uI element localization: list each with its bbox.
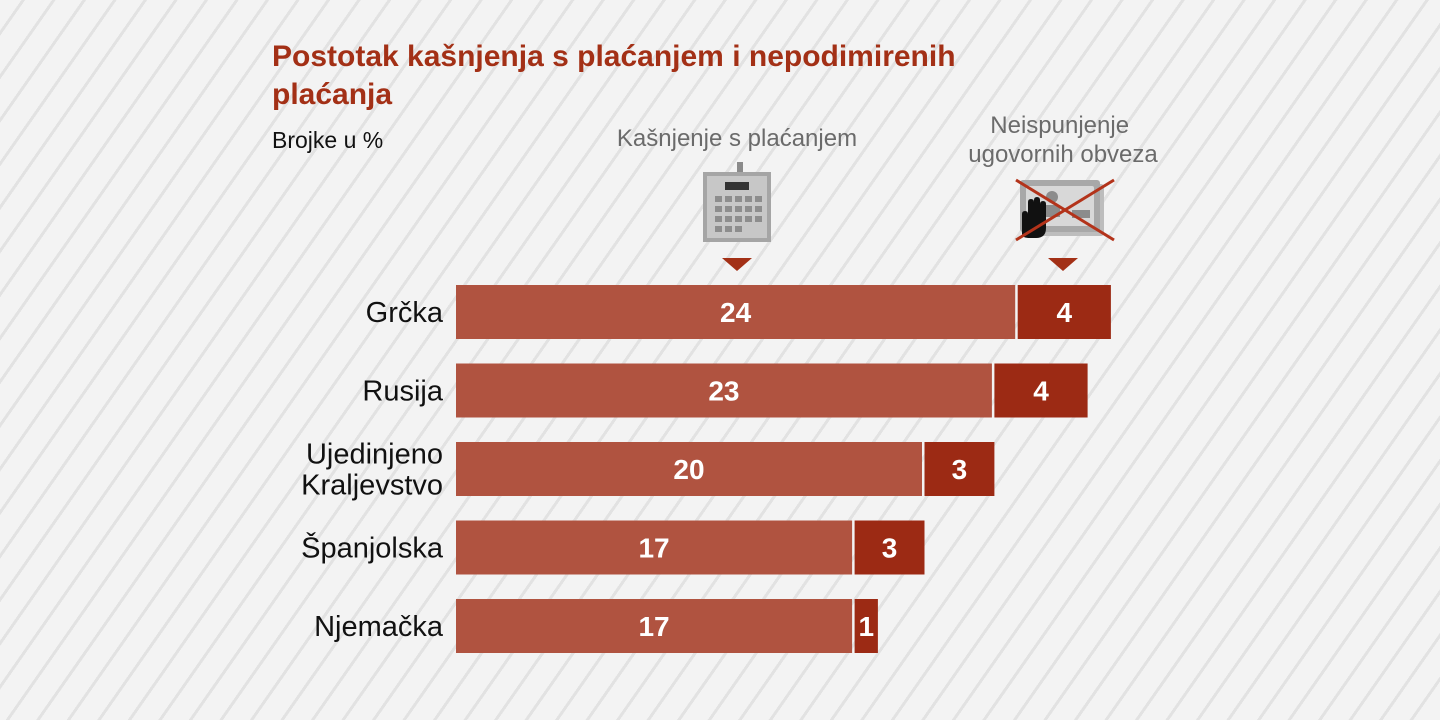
crossed-payment-icon [1015,178,1115,242]
category-label: Španjolska [301,531,444,565]
calendar-icon [703,162,771,242]
legend: Kašnjenje s plaćanjem Neispunjenje ugovo… [617,112,1158,271]
chart-title-line-2: plaćanja [272,78,392,111]
bar-value-label: 3 [952,454,968,485]
category-label-line: Ujedinjeno [306,439,443,471]
bars: Grčka 24 4 Rusija 23 4 Ujedinjeno Kraljevstvo 20… [301,285,1111,653]
legend-marker-default [1048,258,1078,271]
bar-default [994,363,1088,418]
bar-late-payment [456,599,853,653]
bar-late-payment [456,442,922,496]
bar-value-label: 1 [858,611,874,642]
bar-value-label: 20 [673,454,704,485]
legend-label-late-payment: Kašnjenje s plaćanjem [617,125,857,152]
category-label: Grčka [366,297,444,329]
bar-value-label: 17 [638,533,669,564]
bar-default [854,520,925,575]
bar-default [924,442,995,496]
category-label: Ujedinjeno Kraljevstvo [301,439,443,502]
category-label-line: Španjolska [301,531,444,565]
bar-late-payment [456,363,992,418]
category-label: Rusija [362,376,443,408]
bar-default [1017,285,1111,339]
chart-title: Postotak kašnjenja s plaćanjem i nepodim… [272,40,964,111]
bar-value-label: 17 [638,611,669,642]
bar-value-label: 23 [708,376,739,407]
chart-subtitle: Brojke u % [272,127,383,153]
legend-label-default-line-1: Neispunjenje [990,112,1129,139]
category-label-line: Grčka [366,297,444,329]
bar-late-payment [456,285,1016,339]
bar-value-label: 4 [1057,297,1073,328]
legend-label-default: Neispunjenje ugovornih obveza [968,112,1158,168]
chart-title-line-1: Postotak kašnjenja s plaćanjem i nepodim… [272,40,956,73]
legend-marker-late-payment [722,258,752,271]
legend-label-late-payment-line-1: Kašnjenje s plaćanjem [617,125,857,152]
category-label-line: Kraljevstvo [301,470,443,502]
category-label-line: Rusija [362,376,443,408]
bar-default [854,599,878,653]
category-label: Njemačka [314,611,444,643]
bar-value-label: 3 [882,533,898,564]
bar-value-label: 24 [720,297,752,328]
legend-label-default-line-2: ugovornih obveza [968,141,1158,168]
bar-late-payment [456,520,853,575]
bar-value-label: 4 [1033,376,1049,407]
category-label-line: Njemačka [314,611,444,643]
